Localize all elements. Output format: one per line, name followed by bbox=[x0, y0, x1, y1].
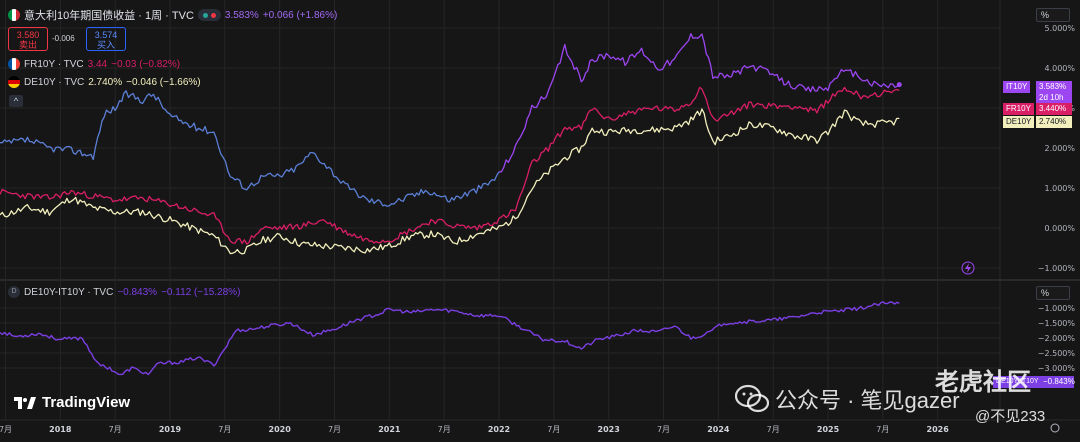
wechat-account-text: 公众号 · 笔见gazer bbox=[775, 388, 960, 413]
price-axis-label: −2.500% bbox=[1038, 349, 1076, 358]
it10y-series-line-early bbox=[0, 90, 500, 207]
market-status-pill[interactable] bbox=[197, 9, 221, 21]
buy-price: 3.574 bbox=[94, 30, 118, 40]
sell-button[interactable]: 3.580 卖出 bbox=[8, 27, 48, 51]
tradingview-logo-icon bbox=[14, 396, 36, 409]
price-axis-label: 1.000% bbox=[1044, 184, 1075, 193]
time-axis-label: 2025 bbox=[817, 425, 840, 434]
it-countdown-tag: 2d 10h bbox=[1036, 92, 1072, 104]
fr-series-title: FR10Y · TVC bbox=[24, 58, 84, 70]
it10y-series-line bbox=[499, 33, 900, 173]
it-price-tag: IT10Y bbox=[1003, 81, 1031, 93]
time-axis-label: 2022 bbox=[488, 425, 510, 434]
percent-scale-button[interactable]: % bbox=[1036, 8, 1070, 22]
price-axis-label: 4.000% bbox=[1044, 64, 1075, 73]
time-axis-label: 2019 bbox=[159, 425, 182, 434]
spread-series-value: −0.843% bbox=[117, 286, 158, 298]
time-axis-label: 7月 bbox=[876, 425, 889, 434]
time-axis-label: 7月 bbox=[328, 425, 341, 434]
fr-series-change: −0.03 (−0.82%) bbox=[111, 58, 181, 70]
time-axis-label: 7月 bbox=[767, 425, 780, 434]
collapse-legend-button[interactable]: ^ bbox=[9, 95, 23, 107]
price-axis-label: −2.000% bbox=[1038, 334, 1076, 343]
wechat-icon bbox=[735, 384, 769, 413]
spread-price-tag: DE10Y-IT10Y bbox=[993, 376, 1042, 388]
it10y-last-point bbox=[896, 82, 902, 88]
main-value: 3.583% bbox=[224, 9, 259, 21]
settings-gear-icon bbox=[1050, 423, 1060, 433]
lightning-icon bbox=[961, 261, 975, 275]
time-axis-label: 2020 bbox=[269, 425, 292, 434]
price-axis-label: −1.000% bbox=[1038, 264, 1076, 273]
main-change: +0.066 (+1.86%) bbox=[262, 9, 338, 21]
community-watermark: 老虎社区 bbox=[935, 369, 1031, 396]
buy-label: 买入 bbox=[96, 40, 115, 50]
fr-price-tag: FR10Y bbox=[1003, 103, 1034, 115]
handle-watermark: @不见233 bbox=[975, 408, 1046, 425]
time-axis-label: 2018 bbox=[49, 425, 72, 434]
spread-symbol-icon: D bbox=[8, 286, 20, 298]
time-axis-label: 7月 bbox=[438, 425, 451, 434]
market-alert-dot-icon bbox=[210, 12, 216, 18]
spread-series-title: DE10Y-IT10Y · TVC bbox=[24, 286, 114, 298]
de-series-value: 2.740% bbox=[88, 76, 123, 88]
fr-series-legend[interactable]: FR10Y · TVC 3.44 −0.03 (−0.82%) bbox=[8, 58, 180, 70]
time-axis-label: 7月 bbox=[218, 425, 231, 434]
time-axis-label: 2026 bbox=[927, 425, 950, 434]
italy-flag-icon bbox=[8, 9, 20, 21]
price-axis-label: 5.000% bbox=[1044, 24, 1075, 33]
lightning-icon-bolt bbox=[965, 263, 971, 273]
fr10y-series-line bbox=[0, 86, 900, 245]
time-axis-label: 7月 bbox=[547, 425, 560, 434]
spread-series-legend[interactable]: D DE10Y-IT10Y · TVC −0.843% −0.112 (−15.… bbox=[8, 286, 240, 298]
fr-value-tag: 3.440% bbox=[1036, 103, 1072, 115]
de10y-series-line bbox=[0, 108, 900, 255]
sell-label: 卖出 bbox=[18, 40, 37, 50]
de-price-tag: DE10Y bbox=[1003, 116, 1035, 128]
main-symbol-title: 意大利10年期国债收益 · 1周 · TVC bbox=[24, 10, 194, 22]
tradingview-wordmark: TradingView bbox=[42, 394, 131, 411]
price-axis-label: 0.000% bbox=[1044, 224, 1075, 233]
main-series-legend[interactable]: 意大利10年期国债收益 · 1周 · TVC 3.583% +0.066 (+1… bbox=[8, 7, 337, 23]
germany-flag-icon bbox=[8, 76, 20, 88]
fr-series-value: 3.44 bbox=[87, 58, 108, 70]
time-axis-label: 7月 bbox=[657, 425, 670, 434]
price-axis-label: −1.000% bbox=[1038, 304, 1076, 313]
de-series-change: −0.046 (−1.66%) bbox=[126, 76, 201, 88]
time-axis-label: 2023 bbox=[598, 425, 620, 434]
price-axis-background bbox=[1000, 0, 1080, 442]
france-flag-icon bbox=[8, 58, 20, 70]
spread-percent-scale-button[interactable]: % bbox=[1036, 286, 1070, 300]
buy-button[interactable]: 3.574 买入 bbox=[86, 27, 126, 51]
time-axis-label: 2021 bbox=[378, 425, 401, 434]
spread-value-tag: −0.843% bbox=[1040, 376, 1075, 388]
sell-price: 3.580 bbox=[16, 30, 40, 40]
de-value-tag: 2.740% bbox=[1036, 116, 1072, 128]
de-series-title: DE10Y · TVC bbox=[24, 76, 85, 88]
time-axis-label: 2024 bbox=[707, 425, 730, 434]
spread-series-change: −0.112 (−15.28%) bbox=[161, 286, 241, 298]
price-axis-label: −1.500% bbox=[1038, 319, 1076, 328]
it-value-tag: 3.583% bbox=[1036, 81, 1072, 93]
de-series-legend[interactable]: DE10Y · TVC 2.740% −0.046 (−1.66%) bbox=[8, 76, 201, 88]
price-axis-label: −3.000% bbox=[1038, 364, 1076, 373]
spread-series-line bbox=[0, 301, 900, 376]
time-axis-label: 7月 bbox=[0, 425, 12, 434]
bid-ask-spread: -0.006 bbox=[52, 34, 75, 43]
lightning-icon-ring bbox=[961, 261, 975, 275]
time-axis-label: 7月 bbox=[109, 425, 122, 434]
market-open-dot-icon bbox=[202, 12, 208, 18]
price-axis-label: 2.000% bbox=[1044, 144, 1075, 153]
tradingview-logo[interactable]: TradingView bbox=[14, 394, 130, 411]
wechat-watermark: 公众号 · 笔见gazer bbox=[735, 383, 960, 415]
